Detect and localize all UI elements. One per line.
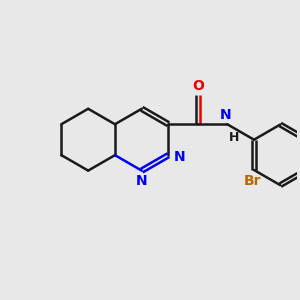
Text: O: O xyxy=(192,79,204,92)
Text: H: H xyxy=(229,131,239,144)
Text: N: N xyxy=(220,108,232,122)
Text: N: N xyxy=(174,150,185,164)
Text: Br: Br xyxy=(244,173,261,188)
Text: N: N xyxy=(136,174,148,188)
